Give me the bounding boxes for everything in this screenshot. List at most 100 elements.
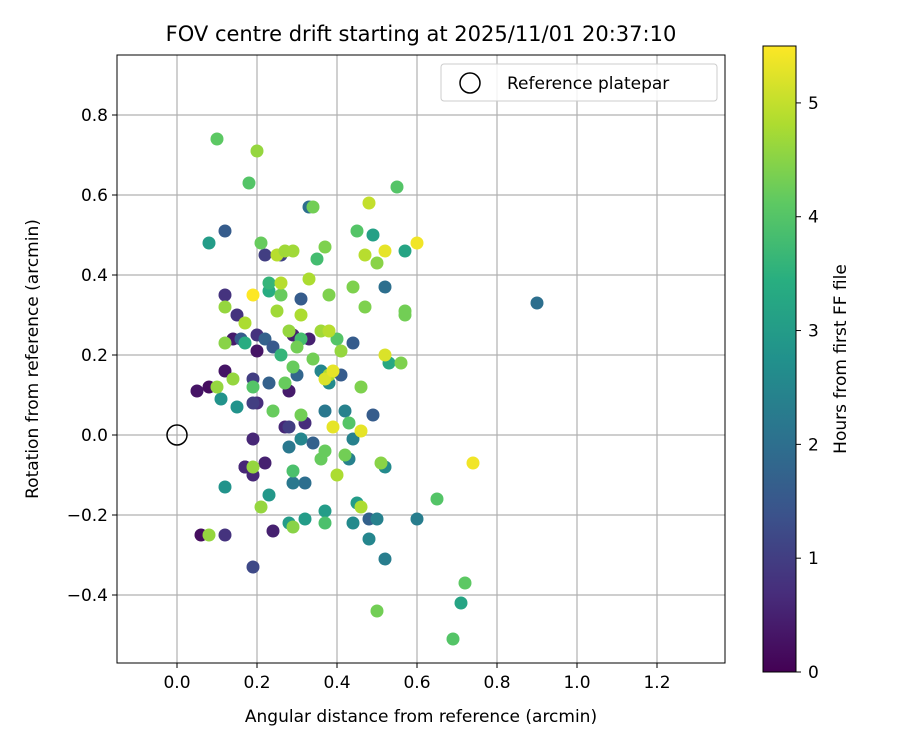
data-point — [282, 324, 296, 338]
data-point — [190, 384, 204, 398]
data-point — [346, 336, 360, 350]
data-point — [274, 288, 288, 302]
reference-platepar-marker — [166, 424, 188, 446]
data-point — [294, 308, 308, 322]
data-point — [358, 300, 372, 314]
y-tick-label: −0.2 — [67, 506, 108, 526]
data-point — [306, 200, 320, 214]
data-point — [202, 528, 216, 542]
plot-frame — [116, 54, 726, 664]
data-point — [362, 532, 376, 546]
data-point — [346, 280, 360, 294]
data-point — [294, 432, 308, 446]
data-point — [306, 436, 320, 450]
x-tick-label: 1.0 — [563, 673, 590, 693]
y-tick-label: 0.4 — [81, 266, 108, 286]
data-point — [410, 512, 424, 526]
y-tick-label: −0.4 — [67, 586, 108, 606]
data-point — [346, 516, 360, 530]
legend-circle-icon — [459, 72, 481, 94]
data-point — [322, 288, 336, 302]
data-point — [302, 272, 316, 286]
data-point — [282, 440, 296, 454]
data-point — [214, 392, 228, 406]
x-tick-label: 0.4 — [323, 673, 350, 693]
x-tick-label: 0.8 — [483, 673, 510, 693]
data-point — [218, 288, 232, 302]
data-point — [246, 396, 260, 410]
data-point — [318, 444, 332, 458]
data-point — [398, 244, 412, 258]
data-point — [398, 304, 412, 318]
data-point — [354, 424, 368, 438]
data-point — [318, 516, 332, 530]
data-point — [338, 448, 352, 462]
x-tick-label: 0.0 — [163, 673, 190, 693]
data-point — [210, 380, 224, 394]
data-point — [350, 224, 364, 238]
x-axis-ticks: 0.0 0.2 0.4 0.6 0.8 1.0 1.2 — [163, 663, 671, 693]
data-point — [410, 236, 424, 250]
colorbar-tick-label: 0 — [808, 663, 819, 683]
y-tick-label: 0.6 — [81, 186, 108, 206]
colorbar: 0 1 2 3 4 5 Hours from first FF file — [762, 45, 851, 683]
y-tick-label: 0.2 — [81, 346, 108, 366]
data-point — [218, 224, 232, 238]
chart-title: FOV centre drift starting at 2025/11/01 … — [166, 22, 677, 46]
y-tick-label: 0.8 — [81, 106, 108, 126]
data-point — [218, 336, 232, 350]
y-tick-label: 0.0 — [81, 426, 108, 446]
data-point — [202, 236, 216, 250]
colorbar-tick-label: 2 — [808, 435, 819, 455]
data-point — [394, 356, 408, 370]
data-point — [270, 304, 284, 318]
data-point — [266, 404, 280, 418]
colorbar-ticks: 0 1 2 3 4 5 — [796, 94, 819, 683]
data-point — [294, 292, 308, 306]
reference-layer — [166, 424, 188, 446]
data-point — [262, 488, 276, 502]
data-point — [230, 400, 244, 414]
data-point — [374, 456, 388, 470]
data-point — [458, 576, 472, 590]
data-point — [258, 456, 272, 470]
data-point — [294, 408, 308, 422]
data-point — [342, 416, 356, 430]
data-point — [366, 228, 380, 242]
data-point — [326, 420, 340, 434]
data-point — [286, 360, 300, 374]
data-point — [330, 468, 344, 482]
colorbar-tick-label: 1 — [808, 549, 819, 569]
data-point — [370, 512, 384, 526]
data-point — [446, 632, 460, 646]
data-point — [246, 432, 260, 446]
data-point — [298, 512, 312, 526]
colorbar-label: Hours from first FF file — [831, 264, 851, 454]
data-point — [218, 300, 232, 314]
data-point — [286, 476, 300, 490]
data-point — [322, 324, 336, 338]
grid-lines — [117, 55, 725, 663]
data-point — [362, 196, 376, 210]
data-point — [286, 244, 300, 258]
data-point — [250, 344, 264, 358]
data-point — [262, 376, 276, 390]
data-point — [262, 276, 276, 290]
data-points — [190, 132, 544, 646]
data-point — [246, 288, 260, 302]
y-axis-label: Rotation from reference (arcmin) — [23, 219, 43, 499]
data-point — [238, 336, 252, 350]
x-axis-label: Angular distance from reference (arcmin) — [245, 707, 597, 727]
data-point — [278, 376, 292, 390]
data-point — [242, 176, 256, 190]
x-tick-label: 1.2 — [643, 673, 670, 693]
data-point — [390, 180, 404, 194]
data-point — [358, 248, 372, 262]
data-point — [318, 372, 332, 386]
data-point — [354, 380, 368, 394]
data-point — [318, 404, 332, 418]
data-point — [318, 504, 332, 518]
colorbar-tick-label: 3 — [808, 322, 819, 342]
data-point — [266, 340, 280, 354]
